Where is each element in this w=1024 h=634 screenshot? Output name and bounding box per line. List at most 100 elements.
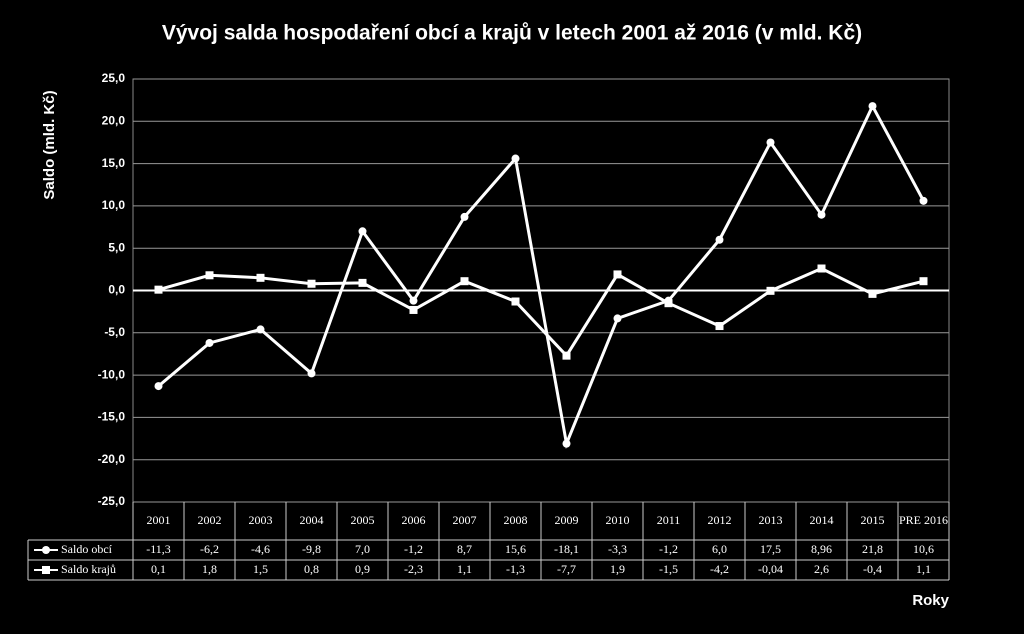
y-tick-label: 15,0: [102, 156, 126, 170]
table-value: 17,5: [760, 542, 781, 556]
data-point: [154, 382, 163, 391]
table-value: 1,5: [253, 562, 268, 576]
data-point: [766, 286, 775, 295]
x-tick-label: 2002: [198, 513, 222, 527]
y-tick-label: 0,0: [108, 283, 125, 297]
legend-label: Saldo obcí: [61, 542, 113, 556]
table-value: 0,1: [151, 562, 166, 576]
table-value: 0,8: [304, 562, 319, 576]
table-value: -1,2: [659, 542, 678, 556]
table-value: 1,9: [610, 562, 625, 576]
table-value: -1,3: [506, 562, 525, 576]
table-value: -0,04: [758, 562, 783, 576]
data-point: [817, 264, 826, 273]
data-point: [409, 305, 418, 314]
x-tick-label: 2015: [861, 513, 885, 527]
table-value: -2,3: [404, 562, 423, 576]
data-point: [460, 277, 469, 286]
y-tick-label: -20,0: [98, 452, 126, 466]
table-value: -4,2: [710, 562, 729, 576]
legend-marker: [42, 566, 50, 574]
table-value: 8,7: [457, 542, 472, 556]
data-point: [256, 325, 265, 334]
table-value: 6,0: [712, 542, 727, 556]
y-tick-label: -15,0: [98, 410, 126, 424]
x-tick-label: 2014: [810, 513, 834, 527]
x-tick-label: 2010: [606, 513, 630, 527]
data-point: [511, 154, 520, 163]
y-tick-label: -10,0: [98, 367, 126, 381]
y-tick-label: -25,0: [98, 494, 126, 508]
data-point: [205, 338, 214, 347]
x-tick-label: 2012: [708, 513, 732, 527]
data-point: [358, 227, 367, 236]
data-point: [511, 297, 520, 306]
data-point: [715, 235, 724, 244]
data-point: [613, 314, 622, 323]
x-tick-label: 2013: [759, 513, 783, 527]
table-value: -4,6: [251, 542, 270, 556]
legend-label: Saldo krajů: [61, 562, 116, 576]
data-point: [409, 296, 418, 305]
table-value: 7,0: [355, 542, 370, 556]
x-tick-label: 2007: [453, 513, 477, 527]
y-tick-label: 20,0: [102, 113, 126, 127]
data-point: [562, 439, 571, 448]
table-value: 0,9: [355, 562, 370, 576]
table-value: 1,1: [916, 562, 931, 576]
y-tick-label: 25,0: [102, 71, 126, 85]
data-point: [868, 289, 877, 298]
data-point: [154, 285, 163, 294]
table-value: -11,3: [146, 542, 171, 556]
data-point: [919, 196, 928, 205]
series-line: [158, 266, 924, 359]
x-tick-label: 2006: [402, 513, 426, 527]
x-tick-label: PRE 2016: [899, 513, 948, 527]
table-value: 1,8: [202, 562, 217, 576]
y-axis-label: Saldo (mld. Kč): [41, 90, 58, 199]
y-tick-label: 10,0: [102, 198, 126, 212]
table-value: 1,1: [457, 562, 472, 576]
data-point: [562, 351, 571, 360]
data-point: [817, 210, 826, 219]
table-value: 15,6: [505, 542, 526, 556]
data-point: [307, 369, 316, 378]
table-value: 2,6: [814, 562, 829, 576]
x-tick-label: 2009: [555, 513, 579, 527]
x-tick-label: 2003: [249, 513, 273, 527]
x-tick-label: 2011: [657, 513, 681, 527]
table-value: -18,1: [554, 542, 579, 556]
table-value: -9,8: [302, 542, 321, 556]
table-value: -0,4: [863, 562, 882, 576]
table-value: -7,7: [557, 562, 576, 576]
data-point: [919, 277, 928, 286]
legend-marker: [42, 546, 50, 554]
x-tick-label: 2008: [504, 513, 528, 527]
y-tick-label: 5,0: [108, 240, 125, 254]
y-tick-label: -5,0: [104, 325, 125, 339]
data-point: [358, 278, 367, 287]
table-value: 10,6: [913, 542, 934, 556]
table-value: 21,8: [862, 542, 883, 556]
data-point: [205, 271, 214, 280]
data-point: [460, 212, 469, 221]
data-point: [307, 279, 316, 288]
table-value: -1,2: [404, 542, 423, 556]
data-point: [868, 102, 877, 111]
x-tick-label: 2004: [300, 513, 324, 527]
x-tick-label: 2001: [147, 513, 171, 527]
chart-title: Vývoj salda hospodaření obcí a krajů v l…: [162, 22, 862, 45]
x-tick-label: 2005: [351, 513, 375, 527]
table-value: -6,2: [200, 542, 219, 556]
table-value: -3,3: [608, 542, 627, 556]
table-value: -1,5: [659, 562, 678, 576]
table-value: 8,96: [811, 542, 832, 556]
data-point: [256, 273, 265, 282]
series-line: [157, 102, 925, 449]
data-point: [766, 138, 775, 147]
data-point: [664, 299, 673, 308]
data-point: [715, 322, 724, 331]
x-axis-label: Roky: [912, 592, 949, 609]
data-point: [613, 270, 622, 279]
